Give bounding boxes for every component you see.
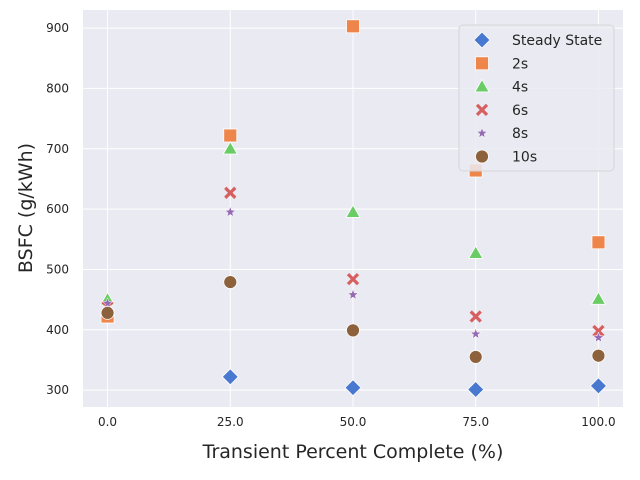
series-steady-state xyxy=(221,368,608,399)
data-point xyxy=(592,324,605,338)
y-tick-label: 400 xyxy=(46,323,69,337)
y-tick-label: 300 xyxy=(46,383,69,397)
data-point xyxy=(344,379,362,397)
legend-label: Steady State xyxy=(512,33,602,49)
data-points xyxy=(99,19,608,399)
legend-marker xyxy=(475,56,489,71)
data-point xyxy=(469,310,482,323)
y-tick-label: 600 xyxy=(46,202,69,216)
legend-marker xyxy=(473,31,491,49)
x-axis-label: Transient Percent Complete (%) xyxy=(202,441,504,463)
data-point xyxy=(591,348,606,363)
data-point xyxy=(345,204,361,218)
legend-marker xyxy=(475,149,489,164)
legend-item: 8s xyxy=(476,126,528,142)
legend-label: 8s xyxy=(512,126,528,142)
data-point xyxy=(223,275,238,290)
data-point xyxy=(590,291,607,305)
y-tick-labels: 300 400 500 600 700 800 900 xyxy=(46,21,69,397)
legend-item: 4s xyxy=(474,78,528,96)
data-point xyxy=(346,272,360,286)
legend-marker xyxy=(474,78,490,93)
data-point xyxy=(100,305,115,320)
data-point xyxy=(589,377,608,395)
legend-label: 6s xyxy=(512,103,528,119)
data-point xyxy=(346,323,360,338)
legend-item: Steady State xyxy=(473,31,602,49)
x-tick-label: 75.0 xyxy=(462,415,489,429)
data-point xyxy=(468,245,484,259)
legend-label: 10s xyxy=(512,150,537,166)
x-tick-label: 50.0 xyxy=(340,415,367,429)
data-point xyxy=(223,128,238,143)
x-tick-label: 0.0 xyxy=(98,415,117,429)
legend-marker xyxy=(476,126,488,139)
data-point xyxy=(101,297,114,309)
data-point xyxy=(468,350,483,364)
y-axis-label: BSFC (g/kWh) xyxy=(15,143,37,273)
data-point xyxy=(224,186,237,199)
data-point xyxy=(347,288,359,300)
data-point xyxy=(591,235,606,250)
y-tick-label: 800 xyxy=(46,81,69,95)
x-tick-labels: 0.0 25.0 50.0 75.0 100.0 xyxy=(98,415,616,429)
data-point xyxy=(467,380,485,399)
data-point xyxy=(222,140,238,155)
data-point xyxy=(221,368,239,386)
legend-label: 4s xyxy=(512,80,528,96)
y-tick-label: 700 xyxy=(46,142,69,156)
y-tick-label: 500 xyxy=(46,262,69,276)
legend-box xyxy=(458,24,615,172)
series-10s xyxy=(100,275,606,364)
legend-marker xyxy=(475,103,489,117)
legend: Steady State 2s 4s 6s 8s 10s xyxy=(458,24,615,172)
legend-item: 6s xyxy=(475,103,528,119)
legend-label: 2s xyxy=(512,56,528,72)
x-tick-label: 25.0 xyxy=(217,415,244,429)
x-tick-label: 100.0 xyxy=(581,415,615,429)
data-point xyxy=(346,19,360,34)
legend-item: 10s xyxy=(475,149,537,166)
data-point xyxy=(469,327,482,340)
legend-item: 2s xyxy=(475,56,528,72)
data-point xyxy=(592,331,605,343)
data-point xyxy=(224,205,237,218)
series-8s xyxy=(101,205,605,343)
y-tick-label: 900 xyxy=(46,21,69,35)
